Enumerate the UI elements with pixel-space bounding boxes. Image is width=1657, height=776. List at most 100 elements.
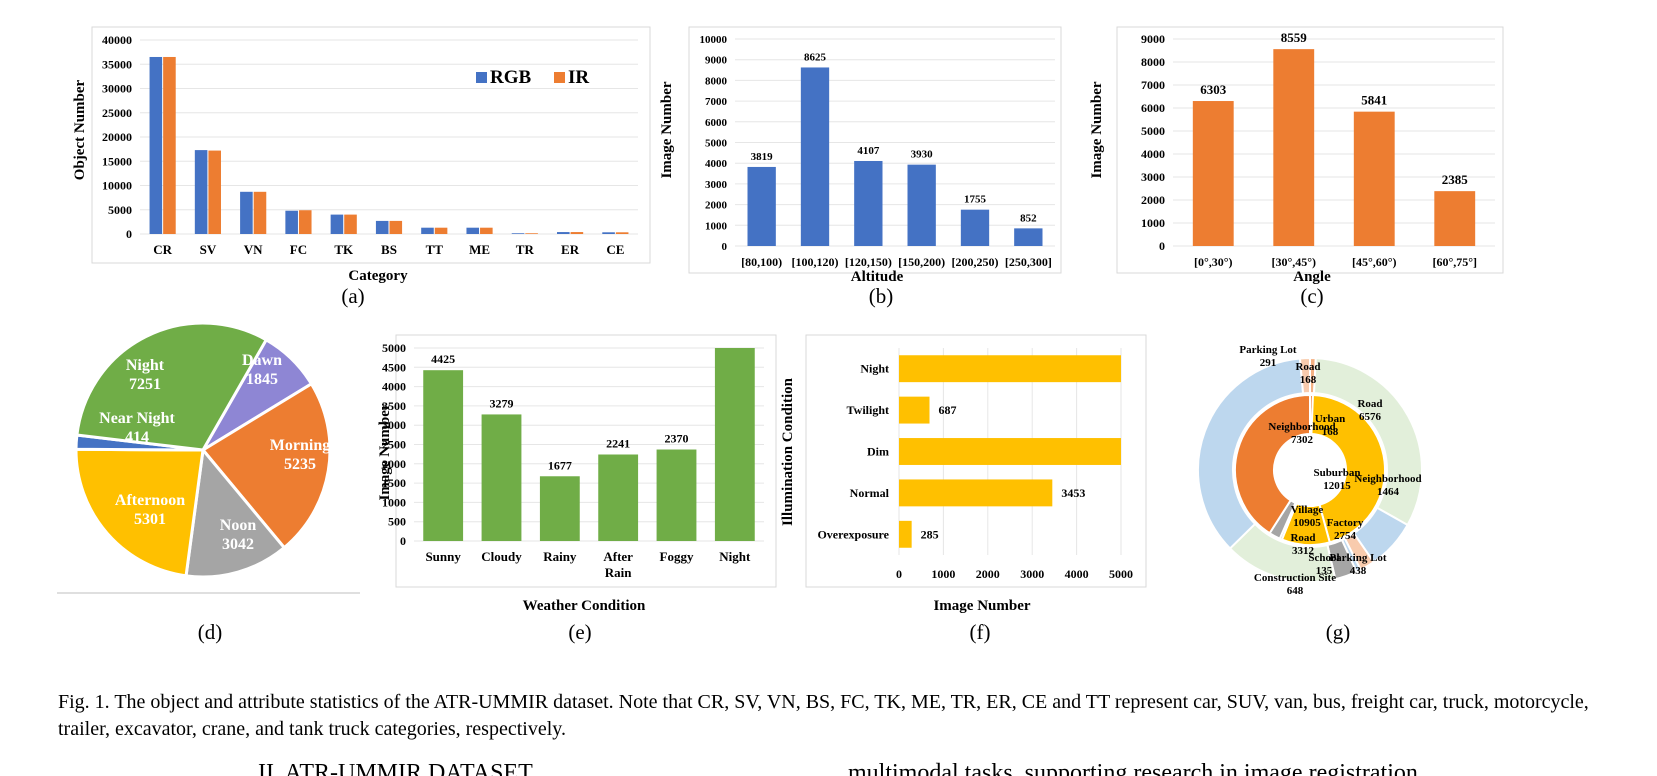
- chart-a-category: 0 5000 10000 15000 20000 25000 30000 35000 40000…: [72, 26, 651, 284]
- data-label: 687: [939, 403, 957, 417]
- slice-value: 7251: [129, 376, 161, 393]
- x-tick-label: Night: [719, 549, 751, 564]
- slice-label: Night: [126, 357, 165, 374]
- y-tick-label: 5000: [705, 138, 728, 150]
- chart-frame: [91, 26, 651, 264]
- x-tick-label: Sunny: [425, 549, 461, 564]
- bar: [240, 191, 253, 234]
- x-tick-label: ME: [469, 242, 490, 257]
- x-axis-label: Weather Condition: [523, 598, 646, 614]
- x-axis-label: Category: [348, 268, 408, 284]
- segment-value: 7302: [1291, 434, 1314, 446]
- x-tick-label: VN: [244, 242, 263, 257]
- y-tick-label: 0: [126, 227, 132, 241]
- x-tick-label: Cloudy: [481, 549, 522, 564]
- x-axis-label: Image Number: [933, 598, 1030, 614]
- bar: [423, 370, 464, 541]
- segment-value: 135: [1316, 565, 1333, 577]
- y-tick-label: 5000: [108, 203, 132, 217]
- legend-label: IR: [568, 67, 589, 88]
- segment-label: School: [1308, 552, 1339, 564]
- data-label: 1755: [964, 194, 987, 206]
- bar: [525, 233, 538, 234]
- y-tick-label: 5000: [1141, 124, 1165, 138]
- data-label: 285: [921, 527, 939, 541]
- x-tick-label: TK: [334, 242, 354, 257]
- y-tick-label: 2500: [382, 438, 406, 452]
- y-tick-label: 7000: [1141, 78, 1165, 92]
- sunburst-segment: [1298, 356, 1311, 395]
- segment-label: Construction Site: [1254, 572, 1336, 584]
- body-text-fragment: multimodal tasks, supporting research in…: [848, 760, 1424, 776]
- segment-value: 168: [1300, 374, 1317, 386]
- segment-value: 648: [1287, 585, 1304, 597]
- data-label: 3453: [1061, 486, 1085, 500]
- subcaption-d: (d): [197, 620, 223, 644]
- x-tick-label: CR: [153, 242, 172, 257]
- x-tick-label: [0°,30°): [1194, 255, 1233, 269]
- segment-label: Road: [1357, 398, 1382, 410]
- y-tick-label: 4000: [1141, 147, 1165, 161]
- y-tick-label: 3500: [382, 399, 406, 413]
- segment-value: 12015: [1323, 480, 1351, 492]
- chart-e-weather: 0 500 1000 1500 2000 2500 3000 3500 4000 4500 5000…: [377, 334, 777, 614]
- y-tick-label: 0: [1159, 239, 1165, 253]
- bar: [907, 164, 936, 246]
- y-tick-label: 30000: [102, 82, 132, 96]
- x-tick-label: Rain: [605, 565, 633, 580]
- bar: [149, 56, 163, 234]
- section-heading: II. ATR-UMMIR DATASET: [258, 760, 533, 776]
- segment-label: Factory: [1327, 517, 1364, 529]
- bar: [854, 160, 883, 246]
- y-axis-label: Illumination Condition: [780, 377, 796, 526]
- x-tick-label: 1000: [931, 567, 955, 581]
- pie-slice: [75, 321, 269, 452]
- y-tick-label: 8000: [1141, 55, 1165, 69]
- x-tick-label: 3000: [1020, 567, 1044, 581]
- segment-value: 1464: [1377, 486, 1400, 498]
- bar: [330, 214, 344, 234]
- data-label: 2370: [665, 432, 689, 446]
- x-tick-label: [150,200): [898, 255, 945, 269]
- data-label: 8559: [1281, 30, 1308, 45]
- x-axis-label: Angle: [1293, 269, 1331, 285]
- sunburst-segment: [1310, 394, 1386, 544]
- chart-c-angle: 0 1000 2000 3000 4000 5000 6000 7000 8000 9000 630…: [1089, 26, 1504, 285]
- segment-value: 10905: [1293, 517, 1321, 529]
- segment-label: Urban: [1315, 413, 1346, 425]
- slice-label: Afternoon: [115, 492, 185, 509]
- y-tick-label: 25000: [102, 106, 132, 120]
- y-tick-label: 6000: [705, 117, 728, 129]
- slice-label: Dawn: [242, 352, 282, 369]
- x-tick-label: 5000: [1109, 567, 1133, 581]
- y-tick-label: 500: [388, 515, 406, 529]
- bar: [375, 220, 389, 234]
- x-tick-label: Rainy: [543, 549, 577, 564]
- segment-value: 168: [1322, 426, 1339, 438]
- x-tick-label: [120,150): [845, 255, 892, 269]
- x-tick-label: [80,100): [741, 255, 782, 269]
- legend-swatch: [476, 72, 487, 83]
- y-tick-label: 1500: [382, 476, 406, 490]
- bar: [163, 56, 176, 234]
- segment-value: 291: [1260, 357, 1277, 369]
- data-label: 4107: [857, 145, 880, 157]
- subcaption-g: (g): [1325, 620, 1351, 644]
- x-tick-label: FC: [290, 242, 307, 257]
- bar: [899, 520, 912, 548]
- x-tick-label: BS: [381, 242, 397, 257]
- data-label: 3930: [911, 149, 934, 161]
- y-tick-label: 4000: [382, 380, 406, 394]
- data-label: 4425: [431, 352, 455, 366]
- y-tick-label: Dim: [867, 445, 889, 459]
- y-tick-label: 1000: [382, 495, 406, 509]
- slice-value: 5235: [284, 456, 316, 473]
- subcaption-a: (a): [341, 284, 365, 308]
- bar: [285, 210, 298, 234]
- x-tick-label: 2000: [976, 567, 1000, 581]
- bar: [1353, 111, 1395, 246]
- y-axis-label: Image Number: [1089, 81, 1105, 178]
- x-tick-label: 0: [896, 567, 902, 581]
- y-tick-label: 6000: [1141, 101, 1165, 115]
- y-tick-label: 2000: [1141, 193, 1165, 207]
